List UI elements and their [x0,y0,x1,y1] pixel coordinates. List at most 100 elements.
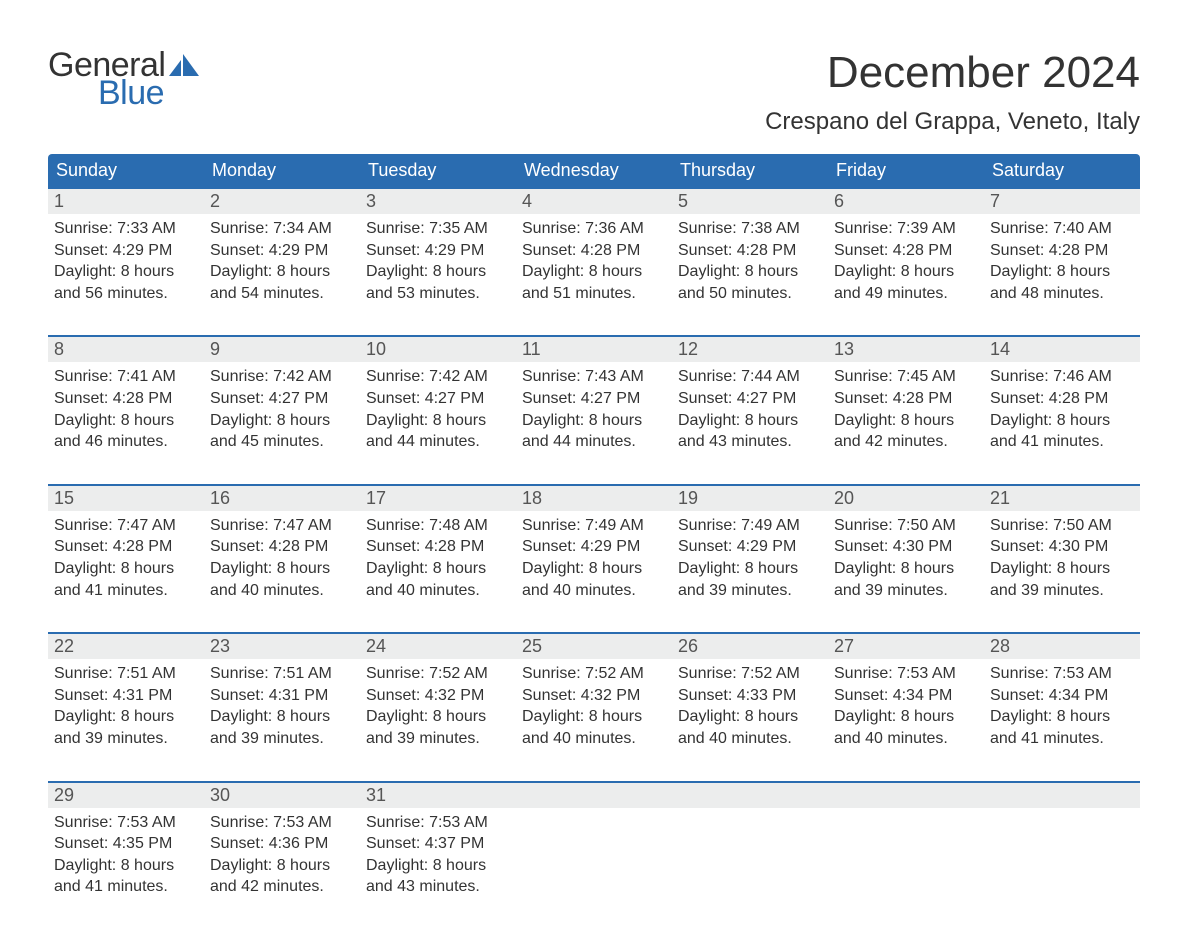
day-cell: Sunrise: 7:47 AMSunset: 4:28 PMDaylight:… [48,511,204,609]
sunset-text: Sunset: 4:30 PM [834,536,978,558]
daylight-text-2: and 39 minutes. [366,728,510,750]
sunset-text: Sunset: 4:34 PM [834,685,978,707]
brand-logo: General Blue [48,48,203,110]
daylight-text-1: Daylight: 8 hours [834,261,978,283]
daylight-text-1: Daylight: 8 hours [678,706,822,728]
calendar-table: Sunday Monday Tuesday Wednesday Thursday… [48,154,1140,906]
day-number: 2 [204,188,360,214]
sunset-text: Sunset: 4:28 PM [54,536,198,558]
sunset-text: Sunset: 4:30 PM [990,536,1134,558]
sunset-text: Sunset: 4:27 PM [210,388,354,410]
daylight-text-1: Daylight: 8 hours [990,261,1134,283]
daylight-text-2: and 40 minutes. [678,728,822,750]
day-number: 17 [360,485,516,511]
day-data-row: Sunrise: 7:47 AM Sunset: 4:28 PM Daylight:… [48,511,1140,609]
daylight-text-1: Daylight: 8 hours [990,410,1134,432]
day-number: 6 [828,188,984,214]
empty-day-number [672,782,828,808]
day-number: 29 [48,782,204,808]
daylight-text-2: and 42 minutes. [834,431,978,453]
sunrise-text: Sunrise: 7:53 AM [366,812,510,834]
sunset-text: Sunset: 4:34 PM [990,685,1134,707]
sunset-text: Sunset: 4:28 PM [54,388,198,410]
sunrise-text: Sunrise: 7:38 AM [678,218,822,240]
sunrise-text: Sunrise: 7:53 AM [990,663,1134,685]
sunrise-text: Sunrise: 7:53 AM [834,663,978,685]
empty-day-number [984,782,1140,808]
daylight-text-2: and 39 minutes. [54,728,198,750]
daylight-text-2: and 43 minutes. [678,431,822,453]
day-cell: Sunrise: 7:49 AMSunset: 4:29 PMDaylight:… [672,511,828,609]
day-number: 16 [204,485,360,511]
daylight-text-1: Daylight: 8 hours [210,261,354,283]
day-number: 3 [360,188,516,214]
day-cell: Sunrise: 7:46 AMSunset: 4:28 PMDaylight:… [984,362,1140,460]
daylight-text-1: Daylight: 8 hours [210,558,354,580]
day-number-row: 15161718192021 [48,485,1140,511]
daylight-text-2: and 40 minutes. [834,728,978,750]
empty-day-number [516,782,672,808]
daylight-text-2: and 40 minutes. [522,580,666,602]
daylight-text-2: and 43 minutes. [366,876,510,898]
empty-day-cell [672,808,828,906]
daylight-text-2: and 41 minutes. [54,580,198,602]
daylight-text-2: and 40 minutes. [366,580,510,602]
sunrise-text: Sunrise: 7:51 AM [54,663,198,685]
sunset-text: Sunset: 4:28 PM [834,240,978,262]
month-title: December 2024 [765,48,1140,98]
sunrise-text: Sunrise: 7:42 AM [210,366,354,388]
day-cell: Sunrise: 7:42 AMSunset: 4:27 PMDaylight:… [204,362,360,460]
day-data-row: Sunrise: 7:41 AMSunset: 4:28 PMDaylight:… [48,362,1140,460]
sunrise-text: Sunrise: 7:42 AM [366,366,510,388]
day-number: 8 [48,336,204,362]
day-cell: Sunrise: 7:52 AMSunset: 4:32 PMDaylight:… [360,659,516,757]
day-cell: Sunrise: 7:53 AMSunset: 4:36 PMDaylight:… [204,808,360,906]
day-number: 20 [828,485,984,511]
sail-icon [169,54,203,78]
col-thursday: Thursday [672,154,828,188]
daylight-text-2: and 41 minutes. [54,876,198,898]
day-number: 14 [984,336,1140,362]
day-number: 21 [984,485,1140,511]
col-sunday: Sunday [48,154,204,188]
day-cell: Sunrise: 7:53 AMSunset: 4:37 PMDaylight:… [360,808,516,906]
day-number: 15 [48,485,204,511]
brand-word2: Blue [48,76,203,110]
sunrise-text: Sunrise: 7:45 AM [834,366,978,388]
sunrise-text: Sunrise: 7:50 AM [990,515,1134,537]
daylight-text-2: and 40 minutes. [210,580,354,602]
day-cell: Sunrise: 7:41 AMSunset: 4:28 PMDaylight:… [48,362,204,460]
daylight-text-2: and 45 minutes. [210,431,354,453]
day-number: 11 [516,336,672,362]
day-cell: Sunrise: 7:51 AMSunset: 4:31 PMDaylight:… [204,659,360,757]
sunrise-text: Sunrise: 7:33 AM [54,218,198,240]
sunrise-text: Sunrise: 7:46 AM [990,366,1134,388]
sunrise-text: Sunrise: 7:39 AM [834,218,978,240]
sunrise-text: Sunrise: 7:36 AM [522,218,666,240]
daylight-text-2: and 56 minutes. [54,283,198,305]
sunset-text: Sunset: 4:29 PM [210,240,354,262]
sunrise-text: Sunrise: 7:51 AM [210,663,354,685]
daylight-text-1: Daylight: 8 hours [54,706,198,728]
daylight-text-1: Daylight: 8 hours [366,706,510,728]
sunset-text: Sunset: 4:28 PM [366,536,510,558]
daylight-text-1: Daylight: 8 hours [678,558,822,580]
sunrise-text: Sunrise: 7:44 AM [678,366,822,388]
day-cell: Sunrise: 7:49 AMSunset: 4:29 PMDaylight:… [516,511,672,609]
sunrise-text: Sunrise: 7:49 AM [678,515,822,537]
day-number: 5 [672,188,828,214]
sunrise-text: Sunrise: 7:50 AM [834,515,978,537]
day-number: 18 [516,485,672,511]
day-number-row: 293031 [48,782,1140,808]
day-number: 26 [672,633,828,659]
daylight-text-1: Daylight: 8 hours [522,410,666,432]
daylight-text-2: and 48 minutes. [990,283,1134,305]
sunrise-text: Sunrise: 7:47 AM [210,515,354,537]
day-cell: Sunrise: 7:39 AMSunset: 4:28 PMDaylight:… [828,214,984,312]
daylight-text-2: and 41 minutes. [990,431,1134,453]
empty-day-cell [516,808,672,906]
day-data-row: Sunrise: 7:33 AMSunset: 4:29 PMDaylight:… [48,214,1140,312]
weekday-header-row: Sunday Monday Tuesday Wednesday Thursday… [48,154,1140,188]
daylight-text-2: and 44 minutes. [366,431,510,453]
sunset-text: Sunset: 4:29 PM [678,536,822,558]
